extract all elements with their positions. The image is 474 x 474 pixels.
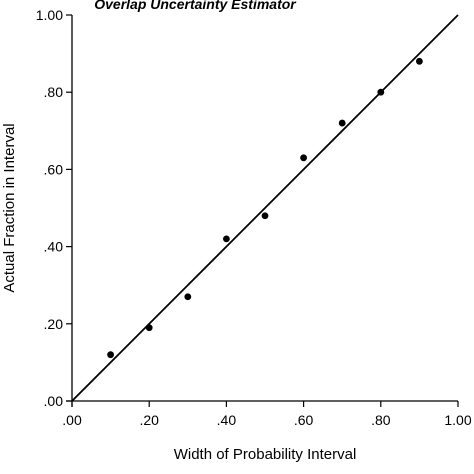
data-point bbox=[261, 212, 269, 220]
data-point bbox=[184, 293, 192, 301]
reference-line bbox=[71, 14, 459, 402]
x-axis-label: Width of Probability Interval bbox=[174, 446, 357, 463]
data-point bbox=[223, 235, 230, 243]
data-points bbox=[107, 57, 423, 359]
x-tick-label: .60 bbox=[294, 412, 314, 428]
y-axis-label: Actual Fraction in Interval bbox=[1, 123, 18, 292]
y-tick-label: .20 bbox=[44, 316, 64, 332]
data-point bbox=[300, 154, 307, 162]
x-tick-label: .00 bbox=[62, 412, 82, 428]
y-tick-label: .40 bbox=[44, 239, 64, 255]
x-tick-label: 1.00 bbox=[444, 412, 471, 428]
plot-frame bbox=[66, 15, 458, 407]
y-tick-label: .00 bbox=[44, 393, 64, 409]
reference-line-group bbox=[71, 14, 459, 402]
x-axis-ticks: .00 .20 .40 .60 .80 1.00 bbox=[62, 401, 472, 428]
y-tick-label: .60 bbox=[44, 161, 64, 177]
y-tick-label: .80 bbox=[44, 84, 64, 100]
data-point bbox=[338, 119, 346, 127]
y-tick-label: 1.00 bbox=[36, 7, 63, 23]
data-point bbox=[377, 88, 385, 96]
data-point bbox=[416, 57, 423, 65]
data-point bbox=[107, 351, 114, 359]
chart-title: Overlap Uncertainty Estimator bbox=[94, 0, 297, 12]
x-tick-label: .80 bbox=[371, 412, 391, 428]
x-tick-label: .40 bbox=[217, 412, 237, 428]
y-axis-ticks: .00 .20 .40 .60 .80 1.00 bbox=[36, 7, 72, 409]
x-tick-label: .20 bbox=[139, 412, 159, 428]
data-point bbox=[145, 324, 153, 332]
